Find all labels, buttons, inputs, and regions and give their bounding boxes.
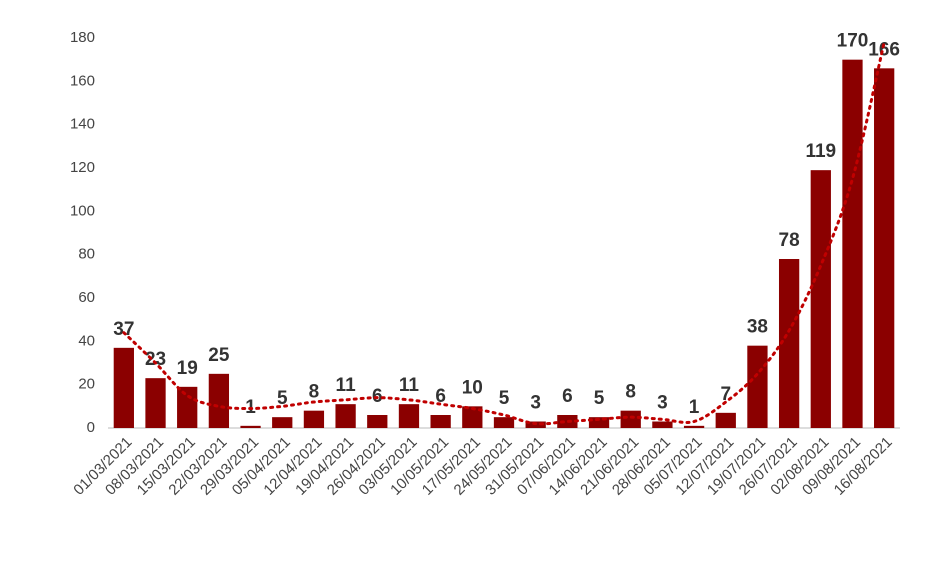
y-tick-label: 100	[70, 202, 95, 219]
bar	[208, 373, 230, 428]
data-label: 7	[720, 384, 731, 405]
bar	[335, 404, 356, 428]
data-label: 11	[399, 375, 420, 396]
bar	[747, 345, 768, 428]
data-label: 38	[747, 317, 768, 338]
bar	[620, 410, 641, 428]
y-tick-label: 60	[78, 289, 95, 306]
bar	[810, 170, 831, 428]
y-tick-label: 140	[70, 116, 95, 133]
bar	[303, 410, 325, 428]
y-tick-label: 20	[78, 376, 95, 393]
data-label: 8	[625, 382, 636, 403]
data-label: 78	[779, 230, 800, 251]
data-label: 1	[689, 397, 700, 418]
bar	[177, 386, 198, 428]
data-label: 19	[177, 358, 198, 379]
bar	[367, 415, 388, 428]
data-label: 5	[277, 388, 288, 409]
y-tick-label: 120	[70, 159, 95, 176]
y-tick-label: 80	[78, 246, 95, 263]
data-label: 10	[462, 377, 483, 398]
bar	[240, 425, 261, 428]
y-tick-label: 160	[70, 72, 95, 89]
data-label: 8	[309, 382, 320, 403]
bar	[462, 406, 483, 428]
data-label: 23	[145, 349, 166, 370]
bar	[588, 417, 610, 428]
data-label: 5	[499, 388, 510, 409]
bar	[778, 259, 800, 428]
bar	[683, 425, 705, 428]
bar	[398, 404, 420, 428]
y-tick-label: 40	[78, 332, 95, 349]
bar	[493, 417, 515, 428]
data-label: 25	[208, 345, 230, 366]
bar	[874, 68, 895, 428]
data-label: 166	[868, 39, 900, 60]
data-label: 6	[562, 386, 573, 407]
data-label: 3	[530, 393, 541, 414]
y-tick-label: 0	[87, 419, 95, 436]
trend-line	[122, 40, 886, 426]
bar	[430, 415, 451, 428]
bar	[715, 412, 736, 428]
data-label: 170	[837, 31, 869, 52]
bar	[652, 421, 673, 428]
data-label: 6	[435, 386, 446, 407]
data-label: 5	[594, 388, 605, 409]
data-label: 37	[113, 319, 134, 340]
y-tick-label: 180	[70, 29, 95, 46]
data-label: 11	[336, 375, 357, 396]
data-label: 3	[657, 393, 668, 414]
bar	[113, 347, 134, 428]
bar	[145, 378, 166, 428]
bar	[842, 59, 863, 429]
data-label: 119	[805, 141, 836, 162]
bar	[272, 417, 293, 428]
